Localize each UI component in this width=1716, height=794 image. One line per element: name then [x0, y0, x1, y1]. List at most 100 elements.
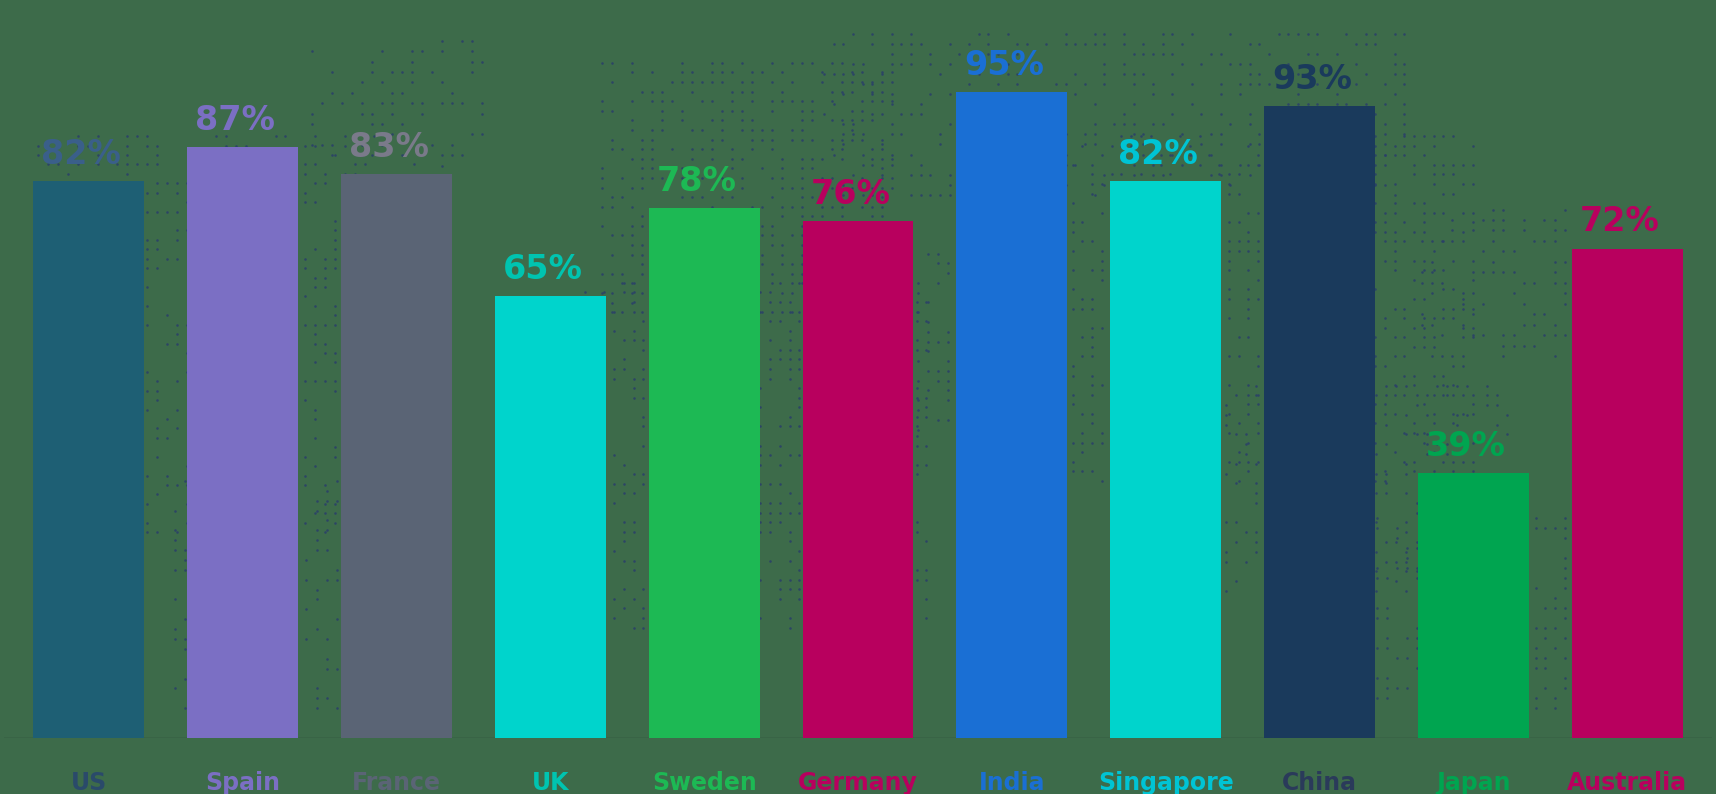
Point: [892, 477, 920, 490]
Point: [779, 94, 807, 107]
Point: [935, 257, 963, 270]
Point: [1138, 273, 1165, 286]
Point: [855, 583, 882, 596]
Point: [1167, 264, 1194, 276]
Point: [1402, 389, 1429, 402]
Point: [1333, 661, 1361, 674]
Point: [788, 219, 815, 232]
Point: [698, 296, 726, 309]
Point: [590, 314, 618, 327]
Point: [381, 479, 408, 491]
Point: [815, 382, 843, 395]
Point: [767, 477, 795, 490]
Point: [1139, 87, 1167, 100]
Point: [1193, 555, 1220, 568]
Point: [223, 526, 251, 538]
Point: [640, 458, 668, 471]
Point: [1472, 545, 1500, 558]
Point: [124, 365, 151, 378]
Point: [863, 276, 891, 289]
Point: [1146, 273, 1174, 286]
Point: [103, 507, 130, 520]
Point: [1323, 465, 1350, 478]
Point: [1294, 672, 1321, 684]
Point: [728, 458, 755, 471]
Point: [1000, 168, 1028, 181]
Point: [173, 318, 201, 331]
Point: [1323, 507, 1350, 519]
Point: [1201, 516, 1229, 529]
Point: [640, 507, 668, 519]
Point: [1236, 108, 1263, 121]
Point: [1502, 702, 1529, 715]
Point: [142, 177, 170, 190]
Point: [1304, 78, 1332, 91]
Point: [1450, 178, 1477, 191]
Point: [678, 554, 705, 567]
Point: [1381, 67, 1409, 80]
Point: [271, 422, 299, 435]
Point: [897, 148, 925, 161]
Point: [1332, 360, 1359, 372]
Point: [844, 420, 872, 433]
Point: [213, 139, 240, 152]
Point: [1472, 437, 1500, 450]
Point: [134, 158, 161, 171]
Point: [1421, 168, 1448, 181]
Point: [341, 224, 369, 237]
Point: [1117, 475, 1145, 488]
Point: [1254, 140, 1282, 152]
Point: [954, 403, 982, 416]
Point: [589, 172, 616, 184]
Point: [172, 642, 199, 655]
Point: [1284, 264, 1311, 276]
Point: [192, 328, 220, 341]
Point: [884, 497, 911, 510]
Point: [1313, 341, 1340, 353]
Point: [769, 66, 796, 79]
Point: [769, 306, 796, 318]
Point: [94, 479, 122, 491]
Point: [925, 335, 952, 348]
Point: [1417, 266, 1445, 279]
Point: [1100, 118, 1127, 130]
Point: [1421, 445, 1448, 458]
Point: [353, 475, 381, 488]
Point: [1148, 48, 1175, 60]
Point: [1040, 455, 1067, 468]
Point: [863, 602, 891, 615]
Point: [982, 436, 1009, 449]
Point: [124, 469, 151, 482]
Point: [1342, 380, 1369, 392]
Point: [304, 584, 331, 596]
Point: [1323, 561, 1350, 574]
Point: [302, 130, 329, 143]
Point: [618, 287, 645, 299]
Point: [429, 34, 456, 47]
Text: Sweden: Sweden: [652, 772, 757, 794]
Point: [1450, 206, 1477, 219]
Point: [202, 158, 230, 171]
Point: [1402, 536, 1429, 549]
Point: [985, 355, 1012, 368]
Point: [84, 357, 112, 369]
Point: [619, 391, 647, 404]
Point: [844, 439, 872, 452]
Point: [1342, 168, 1369, 181]
Point: [1450, 159, 1477, 172]
Point: [618, 114, 645, 127]
Point: [1275, 98, 1302, 110]
Point: [113, 168, 141, 180]
Point: [202, 130, 230, 143]
Point: [172, 702, 199, 715]
Point: [113, 148, 141, 161]
Point: [916, 188, 944, 201]
Point: [935, 326, 963, 338]
Point: [913, 439, 940, 452]
Point: [1551, 672, 1579, 684]
Point: [728, 382, 755, 395]
Point: [571, 286, 599, 299]
Point: [192, 504, 220, 517]
Point: [1244, 235, 1272, 248]
Point: [1175, 388, 1203, 401]
